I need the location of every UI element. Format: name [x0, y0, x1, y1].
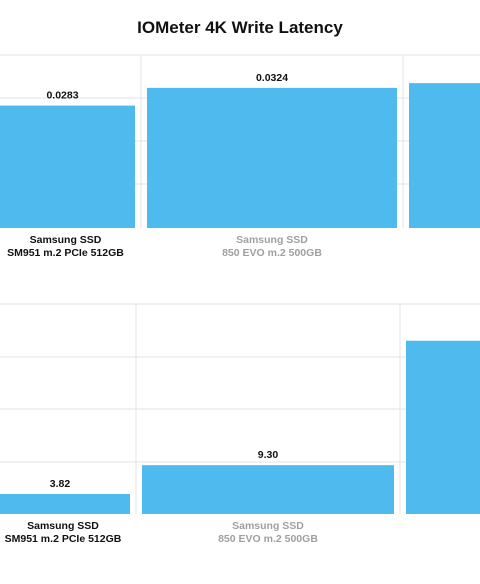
chart0-data-label-1: 0.0324: [256, 72, 288, 84]
chart1-data-label-0: 3.82: [50, 478, 71, 490]
chart1-bar-2: [406, 340, 480, 514]
chart1-bar-0: [0, 493, 130, 514]
chart1-category-label-0-line0: Samsung SSD: [27, 520, 99, 532]
chart0-bar-2: [409, 83, 480, 228]
chart0-category-label-1-line1: 850 EVO m.2 500GB: [222, 247, 322, 259]
chart-title: IOMeter 4K Write Latency: [137, 18, 343, 37]
chart1-category-label-1-line0: Samsung SSD: [232, 520, 304, 532]
chart0-category-label-0-line1: SM951 m.2 PCIe 512GB: [7, 247, 124, 259]
chart1-data-label-1: 9.30: [258, 449, 279, 461]
chart1-bar-1: [142, 465, 394, 514]
chart0-bar-0: [0, 105, 135, 228]
chart0-category-label-1-line0: Samsung SSD: [236, 234, 308, 246]
chart0-category-label-0-line0: Samsung SSD: [30, 234, 102, 246]
chart0-data-label-0: 0.0283: [46, 90, 78, 102]
chart1-category-label-0-line1: SM951 m.2 PCIe 512GB: [5, 533, 122, 545]
chart0-bar-1: [147, 87, 397, 229]
chart1-category-label-1-line1: 850 EVO m.2 500GB: [218, 533, 318, 545]
